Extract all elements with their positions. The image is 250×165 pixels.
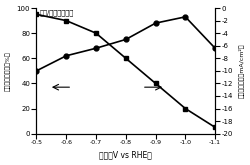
Y-axis label: 甲酸法拉第效率（%）: 甲酸法拉第效率（%） [6,51,11,91]
Y-axis label: 甲酸电流密度（mA/cm²）: 甲酸电流密度（mA/cm²） [238,44,244,98]
Text: 单层/少层铋纳米片: 单层/少层铋纳米片 [40,9,74,16]
X-axis label: 电压（V vs RHE）: 电压（V vs RHE） [99,150,152,159]
